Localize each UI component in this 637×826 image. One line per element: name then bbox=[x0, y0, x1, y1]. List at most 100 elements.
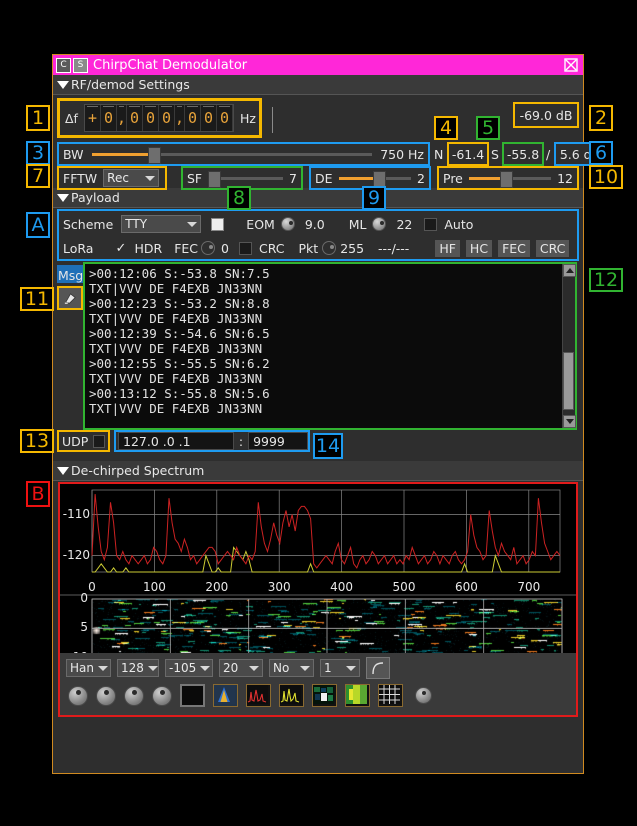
scroll-down-button[interactable] bbox=[563, 415, 576, 428]
pre-slider[interactable] bbox=[468, 167, 552, 189]
msg-tab-label: Msg bbox=[58, 268, 84, 283]
fec-dial[interactable] bbox=[201, 241, 216, 255]
bw-value: 750 Hz bbox=[380, 146, 424, 162]
udp-address-control[interactable]: 127.0 .0 .1 : 9999 bbox=[114, 430, 310, 452]
window-function-select[interactable]: Han bbox=[66, 659, 111, 677]
scroll-thumb[interactable] bbox=[563, 352, 574, 410]
knob-3-button[interactable] bbox=[124, 685, 144, 706]
digit-2[interactable]: 0 bbox=[126, 105, 143, 131]
hdr-checkbox[interactable]: ✓ bbox=[115, 240, 127, 256]
fec-value: 0 bbox=[221, 240, 229, 256]
section-rf-demod-settings[interactable]: RF/demod Settings bbox=[53, 75, 583, 95]
black-screen-icon-button[interactable] bbox=[180, 684, 205, 707]
ref-level-select[interactable]: -105 bbox=[165, 659, 213, 677]
knob-2-button[interactable] bbox=[96, 685, 116, 706]
de-value: 2 bbox=[417, 170, 425, 186]
auto-checkbox[interactable] bbox=[424, 217, 438, 231]
channel-icon[interactable]: C bbox=[56, 57, 71, 73]
fftw-select[interactable]: Rec bbox=[103, 169, 160, 187]
hf-button[interactable]: HF bbox=[435, 239, 460, 257]
yellow-spectrum-icon-button[interactable] bbox=[279, 684, 304, 707]
waterfall-y-tick-0: 0 bbox=[80, 591, 88, 605]
knob-1-button[interactable] bbox=[68, 685, 88, 706]
pre-slider-knob[interactable] bbox=[500, 170, 514, 188]
spectrum-svg bbox=[60, 484, 576, 594]
udp-port-input[interactable]: 9999 bbox=[248, 432, 309, 450]
waterfall-icon bbox=[214, 685, 235, 704]
fec-button[interactable]: FEC bbox=[498, 239, 530, 257]
decimation-select[interactable]: 1 bbox=[320, 659, 360, 677]
x-tick-400: 400 bbox=[330, 580, 354, 594]
digit-6[interactable]: 0 bbox=[200, 105, 217, 131]
pre-slider-track[interactable] bbox=[468, 170, 552, 188]
settings-icon[interactable]: S bbox=[73, 57, 88, 73]
heatmap-icon-button[interactable] bbox=[345, 684, 370, 707]
spectrum-chart[interactable]: -110 -120 bbox=[60, 484, 576, 594]
udp-address-input[interactable]: 127.0 .0 .1 bbox=[118, 432, 234, 450]
section-spectrum[interactable]: De-chirped Spectrum bbox=[53, 461, 583, 481]
callout-badge-14: 14 bbox=[313, 433, 343, 459]
lora-label: LoRa bbox=[63, 240, 94, 256]
udp-address-value: 127.0 .0 .1 bbox=[123, 433, 191, 449]
red-spectrum-icon-button[interactable] bbox=[246, 684, 271, 707]
knob-4-button[interactable] bbox=[152, 685, 172, 706]
bw-slider-knob[interactable] bbox=[147, 146, 161, 164]
section-payload[interactable]: Payload bbox=[53, 188, 583, 208]
averaging-select[interactable]: No bbox=[269, 659, 314, 677]
fftw-control[interactable]: FFTW Rec bbox=[57, 166, 167, 190]
hc-button[interactable]: HC bbox=[465, 239, 493, 257]
range-select[interactable]: 20 bbox=[219, 659, 263, 677]
udp-checkbox[interactable] bbox=[93, 434, 105, 448]
grid-icon-button[interactable] bbox=[378, 684, 403, 707]
preamble-control[interactable]: Pre 12 bbox=[437, 166, 579, 190]
bw-slider[interactable] bbox=[91, 143, 373, 165]
crc-checkbox[interactable] bbox=[238, 241, 252, 255]
bandwidth-control[interactable]: BW 750 Hz bbox=[57, 142, 430, 166]
delta-f-digits[interactable]: + 0 , 0 0 0 , 0 0 0 bbox=[83, 104, 234, 132]
callout-badge-7: 7 bbox=[26, 164, 50, 188]
scheme-select[interactable]: TTY bbox=[121, 215, 202, 233]
crc-label: CRC bbox=[258, 240, 285, 256]
chevron-down-icon bbox=[565, 419, 574, 424]
noise-label: N bbox=[434, 147, 444, 162]
message-log-panel[interactable]: >00:12:06 S:-53.8 SN:7.5 TXT|VVV DE F4EX… bbox=[83, 262, 577, 430]
sf-slider[interactable] bbox=[208, 167, 284, 189]
section-spectrum-label: De-chirped Spectrum bbox=[71, 463, 205, 478]
waterfall-icon-button[interactable] bbox=[213, 684, 238, 707]
digit-3[interactable]: 0 bbox=[142, 105, 159, 131]
sf-slider-knob[interactable] bbox=[208, 170, 222, 188]
sf-slider-track[interactable] bbox=[208, 170, 284, 188]
digit-1[interactable]: 0 bbox=[100, 105, 117, 131]
callout-badge-b: B bbox=[26, 481, 50, 507]
x-tick-600: 600 bbox=[454, 580, 478, 594]
de-slider-knob[interactable] bbox=[373, 170, 387, 188]
digit-5[interactable]: 0 bbox=[184, 105, 201, 131]
pkt-dial[interactable] bbox=[322, 241, 337, 255]
digit-sign[interactable]: + bbox=[84, 105, 101, 131]
close-icon[interactable] bbox=[564, 58, 578, 72]
callout-badge-a: A bbox=[26, 212, 50, 238]
message-scrollbar[interactable] bbox=[562, 264, 576, 428]
bw-slider-track[interactable] bbox=[91, 146, 373, 164]
spreading-factor-control[interactable]: SF 7 bbox=[181, 166, 303, 190]
frequency-shift-control[interactable]: Δf + 0 , 0 0 0 , 0 0 0 Hz bbox=[57, 98, 273, 138]
eom-dial[interactable] bbox=[280, 217, 295, 231]
digit-4[interactable]: 0 bbox=[158, 105, 175, 131]
waterfall-y-tick-5: 5 bbox=[80, 620, 88, 635]
crc-button[interactable]: CRC bbox=[535, 239, 570, 257]
callout-badge-5: 5 bbox=[476, 116, 500, 140]
knob-5-button[interactable] bbox=[415, 687, 432, 704]
digit-7[interactable]: 0 bbox=[216, 105, 233, 131]
de-slider-track[interactable] bbox=[338, 170, 412, 188]
udp-control[interactable]: UDP bbox=[57, 430, 110, 452]
fft-size-select[interactable]: 128 bbox=[117, 659, 159, 677]
window-titlebar[interactable]: C S ChirpChat Demodulator bbox=[53, 55, 583, 75]
scroll-up-button[interactable] bbox=[563, 264, 576, 277]
clear-messages-button[interactable] bbox=[57, 286, 83, 310]
curve-icon-button[interactable] bbox=[366, 657, 390, 679]
scheme-checkbox[interactable] bbox=[211, 217, 225, 231]
ml-dial[interactable] bbox=[372, 217, 387, 231]
spectrogram-icon-button[interactable] bbox=[312, 684, 337, 707]
callout-badge-10: 10 bbox=[589, 165, 623, 189]
